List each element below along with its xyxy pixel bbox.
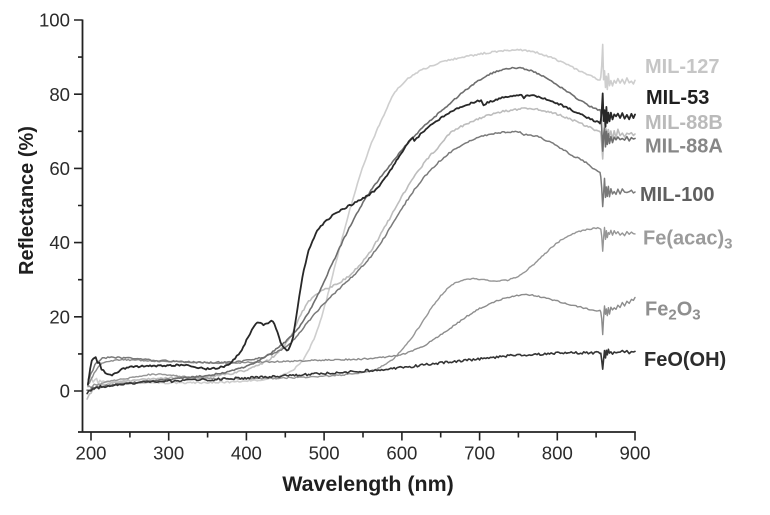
svg-text:FeO(OH): FeO(OH) — [644, 349, 726, 371]
svg-text:MIL-127: MIL-127 — [645, 56, 719, 78]
svg-text:Fe(acac)3: Fe(acac)3 — [643, 228, 733, 253]
svg-text:200: 200 — [75, 443, 106, 464]
svg-text:MIL-53: MIL-53 — [646, 87, 709, 109]
svg-text:MIL-100: MIL-100 — [640, 184, 714, 206]
svg-text:100: 100 — [39, 10, 70, 31]
svg-text:MIL-88A: MIL-88A — [645, 136, 723, 158]
svg-text:800: 800 — [542, 443, 573, 464]
svg-text:60: 60 — [49, 158, 70, 179]
svg-text:600: 600 — [386, 443, 417, 464]
svg-text:20: 20 — [49, 306, 70, 327]
svg-text:40: 40 — [49, 232, 70, 253]
svg-text:0: 0 — [60, 381, 70, 402]
svg-text:Reflectance (%): Reflectance (%) — [16, 126, 38, 275]
svg-text:MIL-88B: MIL-88B — [645, 112, 723, 134]
svg-text:300: 300 — [153, 443, 184, 464]
svg-text:80: 80 — [49, 84, 70, 105]
svg-text:700: 700 — [464, 443, 495, 464]
svg-text:400: 400 — [231, 443, 262, 464]
svg-text:900: 900 — [619, 443, 650, 464]
svg-text:500: 500 — [309, 443, 340, 464]
svg-text:Wavelength (nm): Wavelength (nm) — [282, 472, 454, 496]
